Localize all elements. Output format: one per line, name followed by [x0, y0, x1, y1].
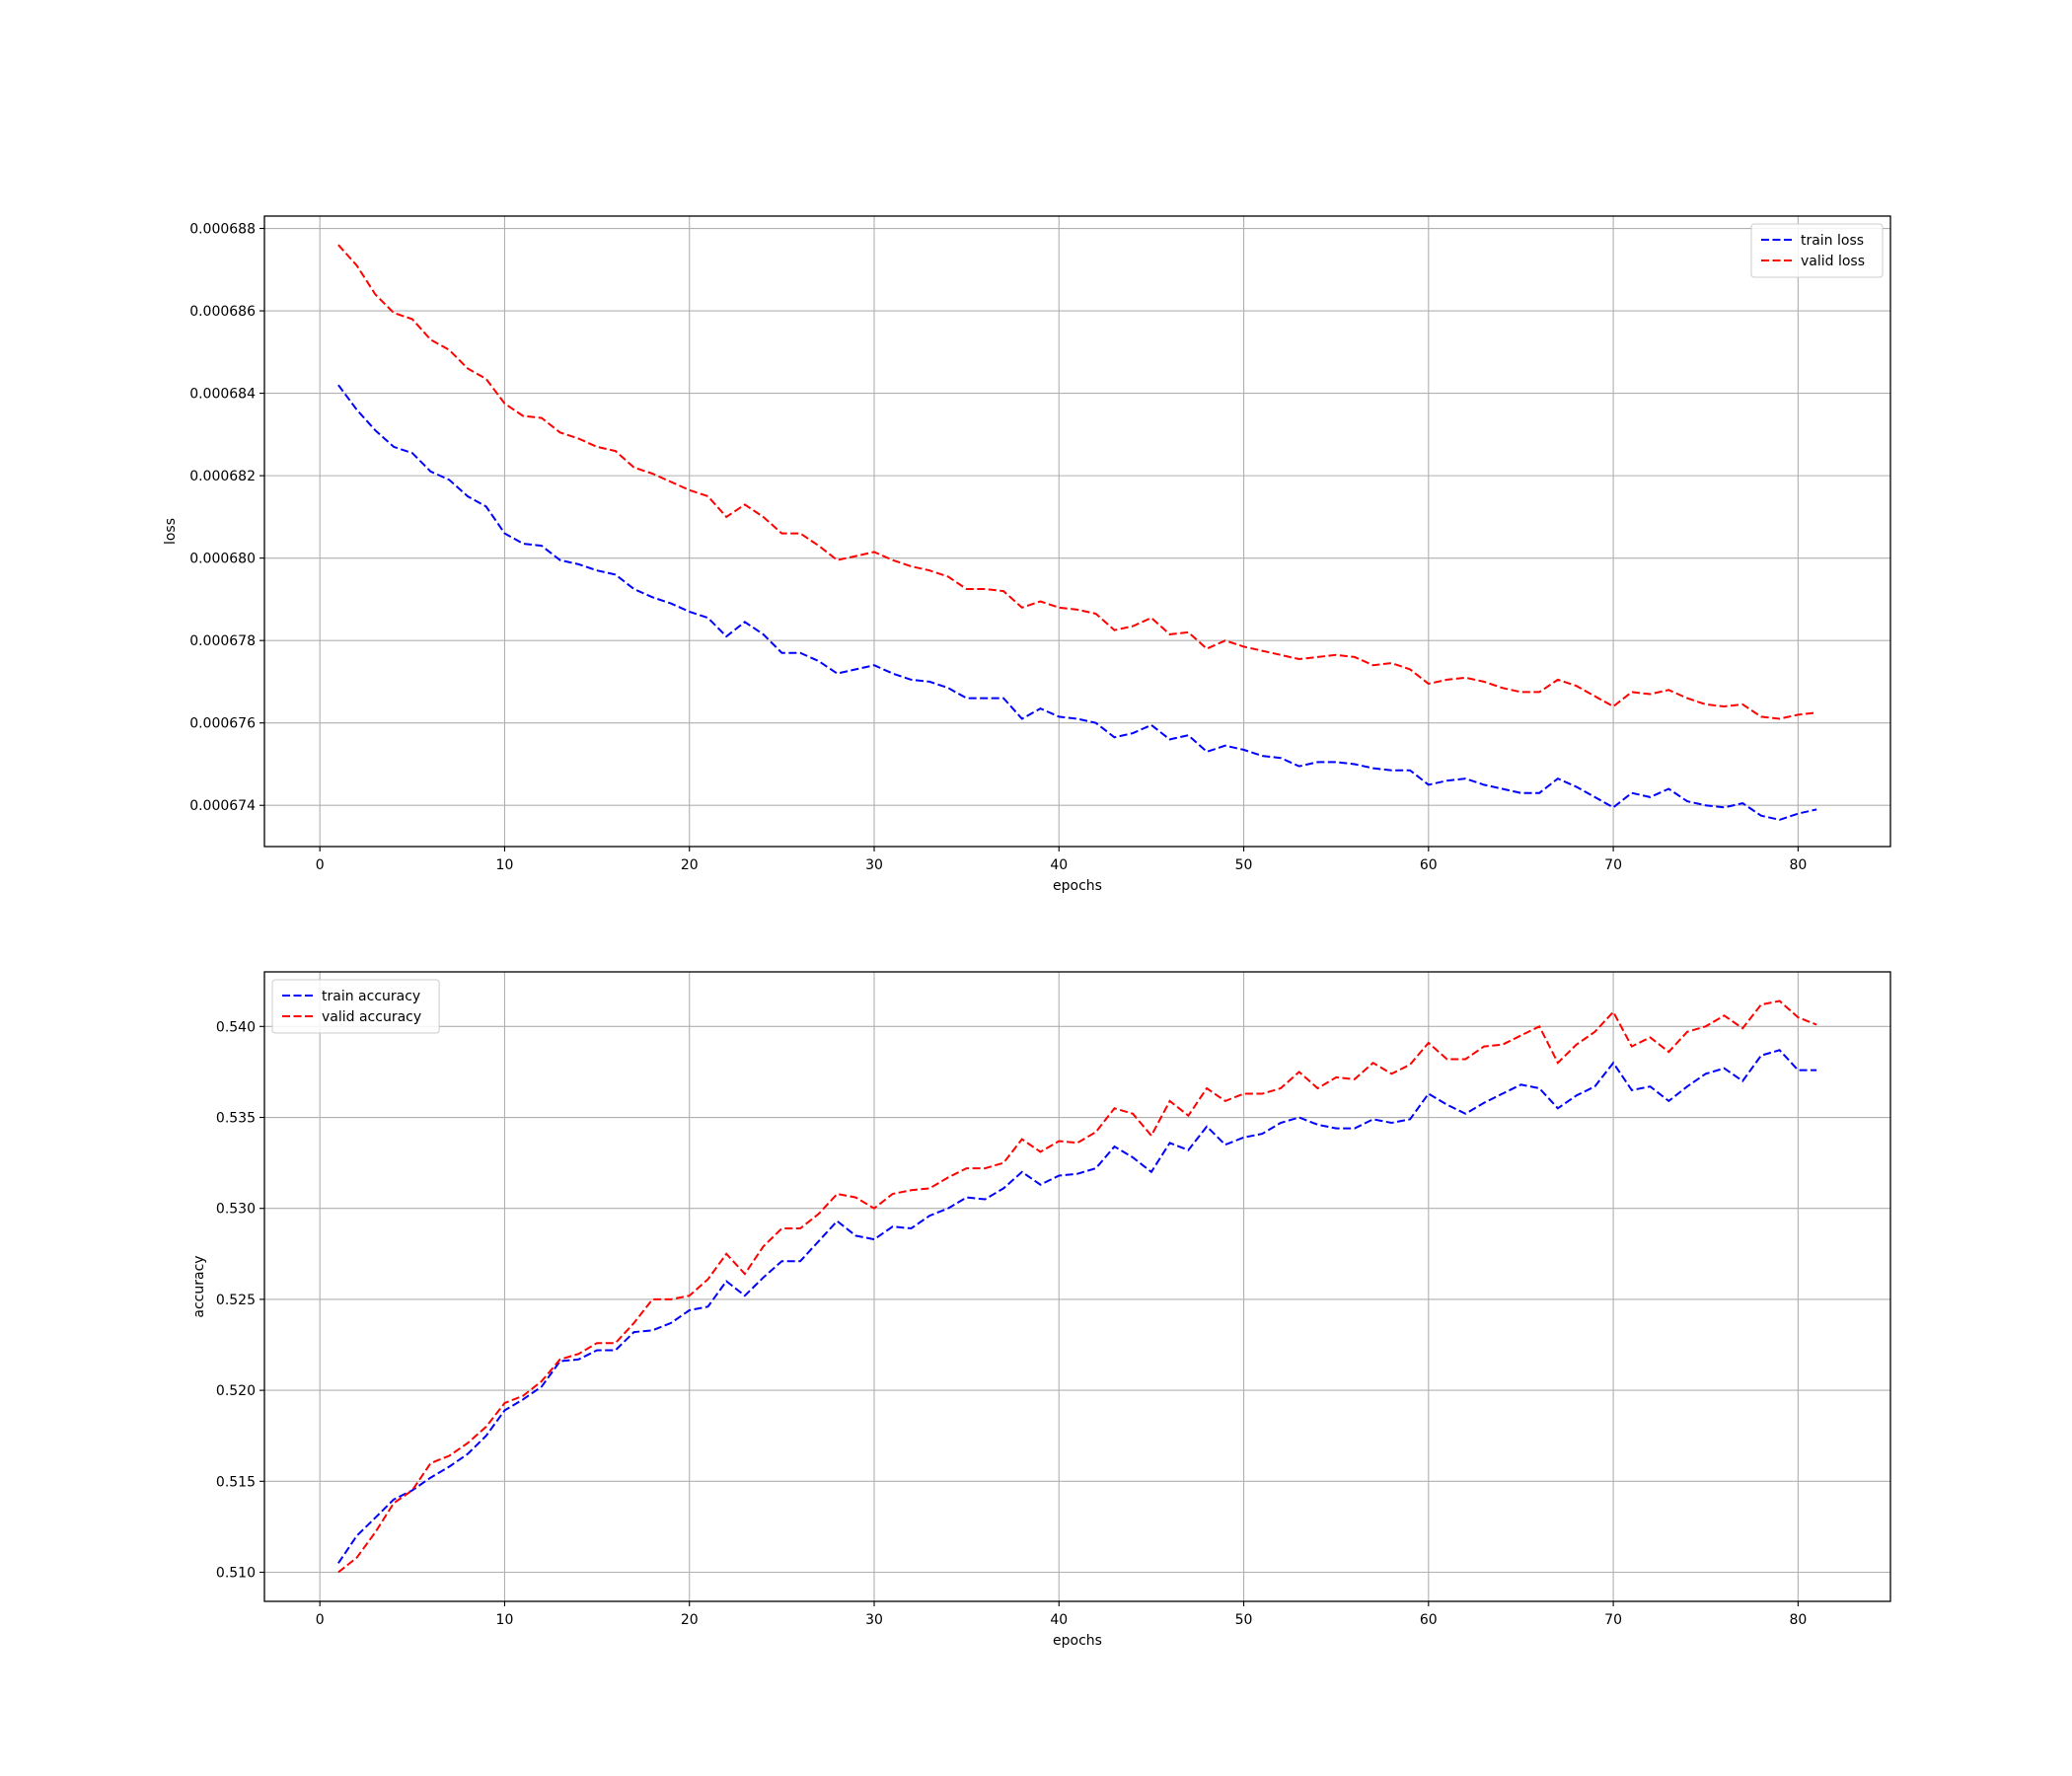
loss-ticks: 0 10 20 30 40 50 60 70 80 0.000674 0.000676 0.00067…: [189, 222, 1807, 873]
accuracy-x-tick-label: 70: [1604, 1612, 1622, 1628]
accuracy-grid: [264, 972, 1890, 1601]
loss-x-tick-label: 80: [1789, 857, 1807, 873]
loss-y-tick-label: 0.000674: [189, 798, 256, 814]
loss-x-tick-label: 40: [1050, 857, 1068, 873]
accuracy-y-tick-label: 0.525: [216, 1293, 256, 1308]
loss-y-tick-label: 0.000686: [189, 304, 256, 320]
loss-x-tick-label: 30: [865, 857, 883, 873]
loss-series: [337, 244, 1817, 821]
accuracy-y-axis-label: accuracy: [191, 1255, 207, 1317]
loss-plot-frame: [263, 215, 1891, 848]
loss-x-tick-label: 0: [316, 857, 325, 873]
accuracy-y-tick-label: 0.510: [216, 1565, 256, 1581]
accuracy-plot-frame: [263, 971, 1891, 1602]
accuracy-chart: 0 10 20 30 40 50 60 70 80 0.510 0.515 0.520 0.525 0.5…: [191, 971, 1891, 1649]
accuracy-legend: train accuracy valid accuracy: [271, 979, 440, 1034]
accuracy-x-tick-label: 50: [1235, 1612, 1253, 1628]
accuracy-y-tick-label: 0.520: [216, 1383, 256, 1399]
accuracy-legend-label: train accuracy: [322, 989, 420, 1004]
loss-y-tick-label: 0.000684: [189, 387, 256, 403]
accuracy-x-tick-label: 0: [316, 1612, 325, 1628]
accuracy-x-tick-label: 80: [1789, 1612, 1807, 1628]
accuracy-x-axis-label: epochs: [1053, 1633, 1102, 1649]
loss-legend: train loss valid loss: [1750, 223, 1884, 278]
loss-grid: [264, 216, 1890, 847]
loss-y-tick-label: 0.000676: [189, 716, 256, 732]
loss-series-line-1: [337, 244, 1817, 720]
loss-x-tick-label: 10: [496, 857, 514, 873]
accuracy-x-tick-label: 30: [865, 1612, 883, 1628]
loss-x-axis-label: epochs: [1053, 878, 1102, 894]
loss-x-tick-label: 20: [681, 857, 699, 873]
accuracy-x-tick-label: 60: [1420, 1612, 1438, 1628]
loss-x-tick-label: 60: [1420, 857, 1438, 873]
accuracy-y-tick-label: 0.515: [216, 1474, 256, 1490]
loss-x-tick-label: 50: [1235, 857, 1253, 873]
loss-legend-label: valid loss: [1801, 254, 1865, 269]
accuracy-series: [337, 999, 1817, 1574]
loss-y-tick-label: 0.000680: [189, 552, 256, 567]
accuracy-y-tick-label: 0.535: [216, 1111, 256, 1127]
accuracy-x-tick-label: 10: [496, 1612, 514, 1628]
loss-legend-box: [1750, 223, 1884, 278]
loss-legend-label: train loss: [1801, 233, 1864, 249]
accuracy-x-tick-label: 20: [681, 1612, 699, 1628]
accuracy-x-tick-label: 40: [1050, 1612, 1068, 1628]
accuracy-y-tick-label: 0.540: [216, 1019, 256, 1035]
loss-series-line-0: [337, 384, 1817, 821]
loss-y-tick-label: 0.000682: [189, 469, 256, 484]
loss-y-axis-label: loss: [163, 518, 179, 545]
accuracy-legend-box: [271, 979, 440, 1034]
accuracy-legend-label: valid accuracy: [322, 1009, 421, 1025]
loss-y-tick-label: 0.000678: [189, 633, 256, 649]
accuracy-series-line-0: [337, 1049, 1817, 1564]
loss-chart: 0 10 20 30 40 50 60 70 80 0.000674 0.000676 0.00067…: [163, 215, 1891, 894]
loss-x-tick-label: 70: [1604, 857, 1622, 873]
accuracy-y-tick-label: 0.530: [216, 1202, 256, 1218]
accuracy-series-line-1: [337, 999, 1817, 1574]
loss-y-tick-label: 0.000688: [189, 222, 256, 238]
accuracy-ticks: 0 10 20 30 40 50 60 70 80 0.510 0.515 0.520 0.525 0.5…: [216, 1019, 1807, 1628]
